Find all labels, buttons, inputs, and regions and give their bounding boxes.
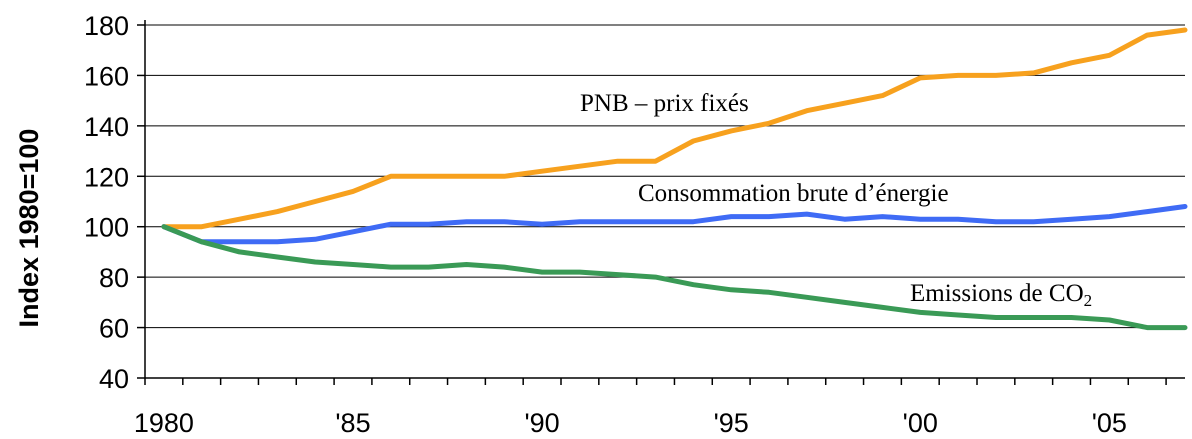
series-label-co2-main: Emissions de CO	[910, 280, 1084, 307]
y-tick-label: 140	[84, 112, 129, 142]
y-tick-label: 160	[84, 61, 129, 91]
series-lines	[161, 27, 1188, 331]
series-line-2	[161, 224, 1188, 331]
y-tick-label: 120	[84, 162, 129, 192]
x-tick-label: '85	[335, 408, 370, 438]
y-tick-label: 40	[99, 364, 129, 394]
x-tick-label: '90	[524, 408, 559, 438]
x-tick-label: '05	[1092, 408, 1127, 438]
y-tick-label: 80	[99, 263, 129, 293]
y-tick-label: 60	[99, 314, 129, 344]
grid-lines	[145, 24, 1185, 329]
x-axis-ticks: 1980 '85 '90 '95 '00 '05	[134, 378, 1167, 438]
y-tick-label: 100	[84, 213, 129, 243]
x-tick-label: 1980	[134, 408, 194, 438]
series-line-0	[161, 27, 1188, 230]
y-axis-ticks: 40 60 80 100 120 140 160 180	[84, 11, 145, 394]
series-label-pnb: PNB – prix fixés	[580, 90, 749, 117]
y-axis-label: Index 1980=100	[14, 129, 44, 328]
series-label-energie: Consommation brute d’énergie	[638, 180, 949, 207]
y-tick-label: 180	[84, 11, 129, 41]
series-label-co2-sub: 2	[1084, 291, 1093, 310]
series-line-1	[161, 204, 1188, 245]
series-label-co2: Emissions de CO2	[910, 280, 1092, 310]
x-tick-label: '00	[903, 408, 938, 438]
x-tick-label: '95	[714, 408, 749, 438]
